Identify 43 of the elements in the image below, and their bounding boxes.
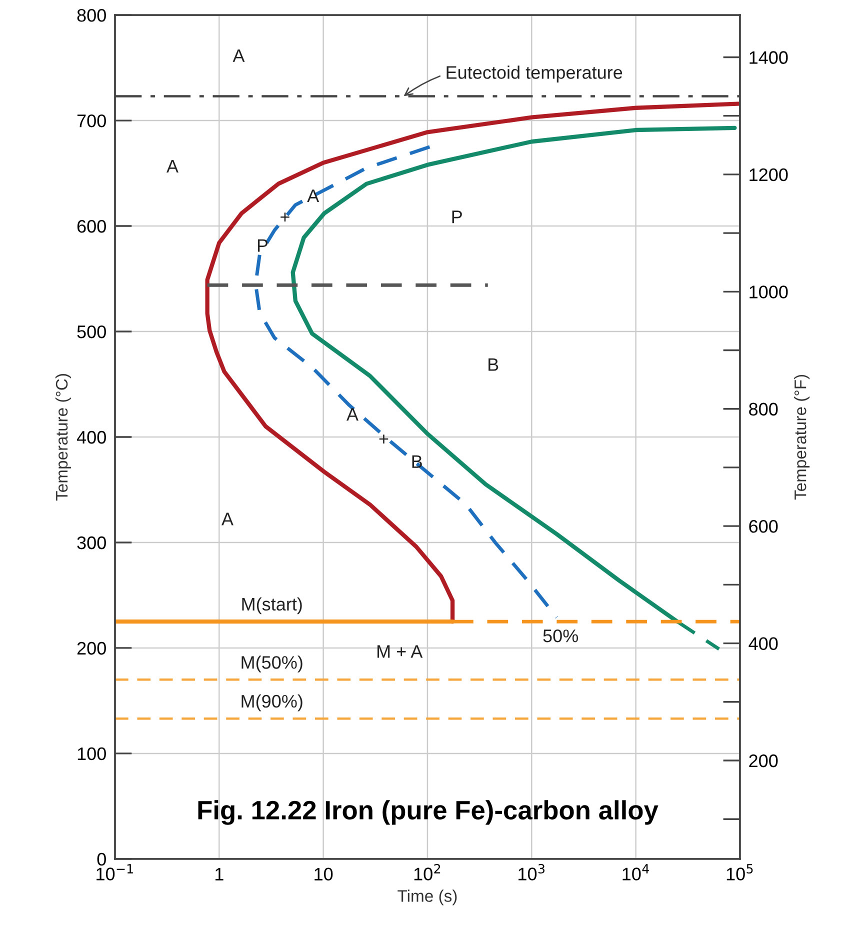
- x-tick-label: 10$^{2}$: [414, 864, 440, 880]
- annotation: A: [307, 190, 320, 202]
- annotation: B: [488, 358, 498, 371]
- annotation: +: [280, 212, 290, 222]
- annotation: M(50%): [242, 656, 302, 672]
- y-tick-label: 500: [77, 325, 106, 338]
- y2-tick-label: 1200: [750, 168, 788, 182]
- y2-tick-label: 1400: [750, 51, 788, 64]
- annotation: 50%: [543, 629, 578, 642]
- annotation: P: [452, 210, 462, 224]
- y2-tick-label: 200: [749, 754, 778, 768]
- y-tick-label: 800: [77, 8, 106, 22]
- x-tick-label: 10$^{4}$: [622, 864, 649, 880]
- y2-tick-label: 600: [749, 520, 778, 533]
- x-tick-label: 10$^{5}$: [726, 864, 753, 880]
- y-tick-label: 600: [77, 220, 106, 233]
- annotation: Eutectoid temperature: [446, 66, 622, 82]
- y2-tick-label: 1000: [750, 286, 788, 298]
- y-tick-label: 300: [77, 536, 106, 550]
- y-tick-label: 700: [77, 114, 106, 128]
- annotation: M(90%): [242, 694, 302, 712]
- y-tick-label: 0: [97, 852, 106, 866]
- y-tick-label: 400: [76, 430, 106, 444]
- y-tick-label: 100: [78, 747, 106, 760]
- x-tick-label: 1: [216, 868, 224, 880]
- x-tick-label: 10$^{3}$: [518, 864, 544, 880]
- x-axis-title: Time (s): [398, 890, 457, 906]
- y-axis-title: Temperature (°C): [55, 374, 71, 501]
- x-tick-label: 10: [314, 868, 333, 881]
- annotation: B: [412, 455, 422, 468]
- annotation: M(start): [242, 597, 302, 614]
- text: Fig. 12.22 Iron (pure Fe)-carbon alloy: [198, 800, 658, 825]
- annotation: A: [222, 512, 234, 526]
- annotation: A: [232, 49, 245, 62]
- y2-tick-label: 800: [749, 402, 778, 416]
- y2-axis-title: Temperature (°F): [794, 374, 810, 500]
- annotation: P: [258, 239, 268, 252]
- y2-tick-label: 400: [748, 637, 778, 650]
- y-tick-label: 200: [77, 642, 106, 655]
- annotation: +: [379, 434, 388, 444]
- annotation: M + A: [378, 645, 423, 658]
- annotation: A: [166, 160, 178, 172]
- annotation: A: [346, 408, 358, 421]
